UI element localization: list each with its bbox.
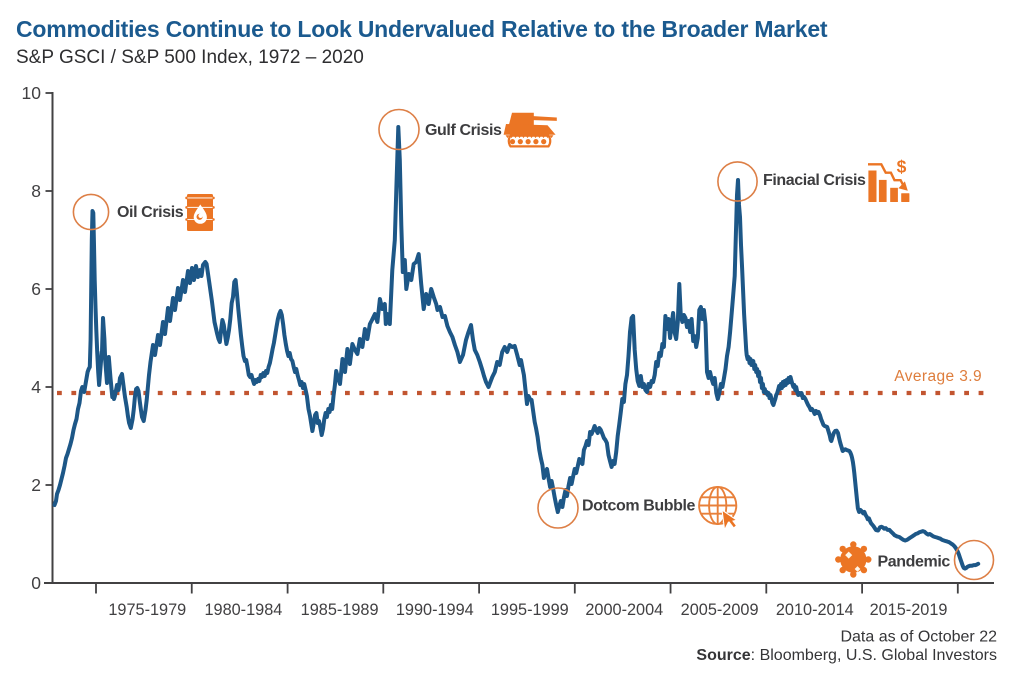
svg-text:1995-1999: 1995-1999: [491, 601, 569, 619]
svg-text:1990-1994: 1990-1994: [396, 601, 474, 619]
svg-text:S&P GSCI / S&P 500 Index, 1972: S&P GSCI / S&P 500 Index, 1972 – 2020: [16, 47, 364, 68]
svg-text:Gulf Crisis: Gulf Crisis: [425, 122, 502, 139]
svg-text:6: 6: [31, 279, 41, 299]
svg-text:$: $: [897, 157, 907, 177]
svg-text:Average 3.9: Average 3.9: [894, 368, 982, 385]
svg-text:2: 2: [31, 475, 41, 495]
svg-text:Finacial Crisis: Finacial Crisis: [763, 172, 866, 189]
svg-text:2005-2009: 2005-2009: [681, 601, 759, 619]
svg-text:2015-2019: 2015-2019: [870, 601, 948, 619]
svg-text:1985-1989: 1985-1989: [301, 601, 379, 619]
svg-text:Commodities Continue to Look U: Commodities Continue to Look Undervalued…: [16, 16, 828, 42]
svg-text:Oil Crisis: Oil Crisis: [117, 204, 184, 221]
svg-text:8: 8: [31, 181, 41, 201]
svg-text:4: 4: [31, 377, 41, 397]
svg-text:2010-2014: 2010-2014: [776, 601, 854, 619]
svg-text:2000-2004: 2000-2004: [585, 601, 663, 619]
svg-text:0: 0: [31, 573, 41, 593]
svg-text:10: 10: [22, 83, 42, 103]
svg-text:1980-1984: 1980-1984: [204, 601, 282, 619]
svg-text:Data as of October 22: Data as of October 22: [840, 629, 997, 646]
svg-text:1975-1979: 1975-1979: [108, 601, 186, 619]
svg-text:Dotcom Bubble: Dotcom Bubble: [582, 498, 696, 515]
svg-text:Pandemic: Pandemic: [878, 554, 951, 571]
svg-text:Source: Bloomberg, U.S. Global: Source: Bloomberg, U.S. Global Investors: [696, 647, 997, 664]
